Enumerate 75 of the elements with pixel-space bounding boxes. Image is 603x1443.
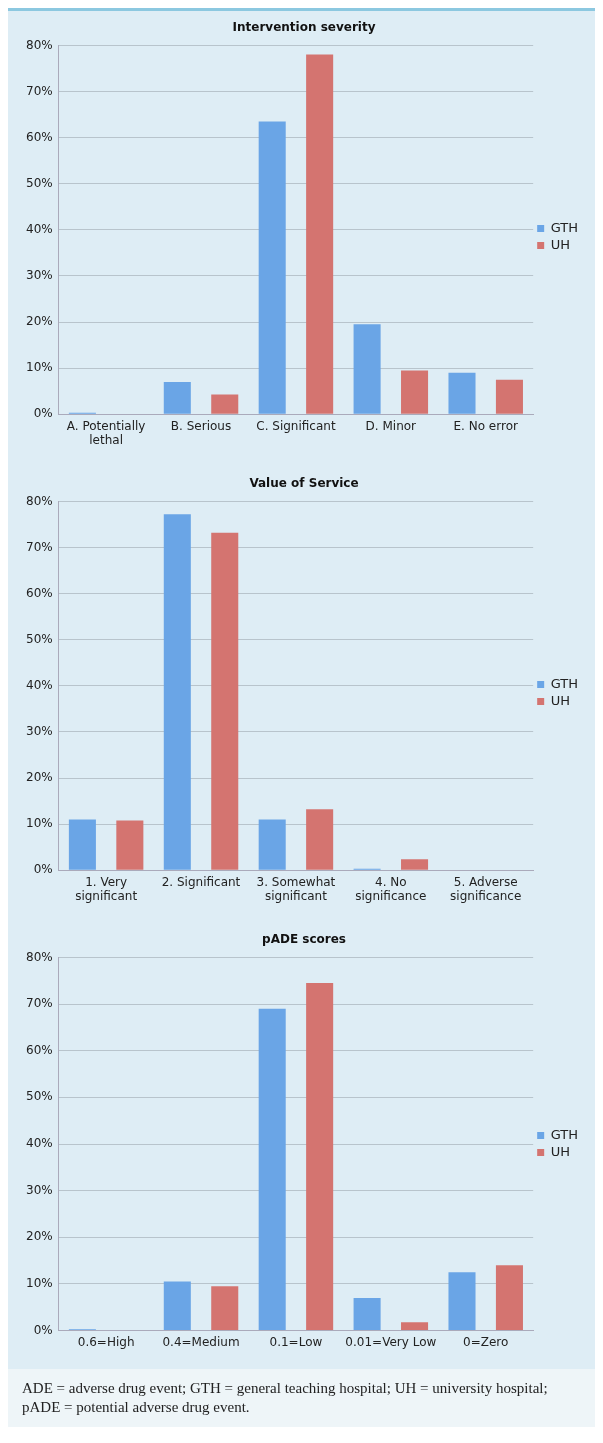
bar: [116, 820, 144, 870]
x-tick-label: 0.1=Low: [269, 1334, 323, 1349]
x-tick-label: C. Significant: [256, 418, 336, 433]
y-tick-label: 80%: [26, 37, 53, 52]
legend-label: GTH: [550, 1126, 578, 1142]
bar: [401, 859, 429, 870]
bar: [211, 532, 239, 870]
y-tick-label: 60%: [26, 1042, 53, 1057]
y-tick-label: 80%: [26, 493, 53, 508]
x-tick-label: 5. Adverse significance: [450, 874, 522, 903]
x-tick-label: 0.01=Very Low: [345, 1334, 437, 1349]
y-tick-label: 50%: [26, 1089, 53, 1104]
y-tick-label: 20%: [26, 770, 53, 785]
text: ADE = adverse drug event; GTH = general teaching hospital; UH = university hospital; pADE = potential adverse drug event.: [8, 1369, 595, 1427]
bar: [448, 1272, 476, 1331]
legend-label: UH: [550, 692, 570, 708]
y-tick-label: 60%: [26, 585, 53, 600]
y-tick-label: 50%: [26, 175, 53, 190]
bar: [495, 1265, 523, 1331]
x-tick-label: 0=Zero: [463, 1334, 509, 1349]
bar: [211, 1286, 239, 1331]
y-tick-label: 30%: [26, 1182, 53, 1197]
legend-label: GTH: [550, 219, 578, 235]
y-tick-label: 60%: [26, 129, 53, 144]
bar: [163, 381, 191, 414]
legend-label: UH: [550, 236, 570, 252]
y-tick-label: 0%: [33, 406, 53, 421]
bar: [258, 1008, 286, 1331]
y-tick-label: 40%: [26, 677, 53, 692]
bar: [163, 1281, 191, 1331]
y-tick-label: 0%: [33, 1322, 53, 1337]
x-tick-label: 0.4=Medium: [162, 1334, 240, 1349]
bar: [306, 809, 334, 870]
bar: [495, 379, 523, 414]
x-tick-label: 2. Significant: [161, 874, 241, 889]
y-tick-label: 80%: [26, 949, 53, 964]
bar: [68, 819, 96, 870]
bar: [401, 370, 429, 414]
y-tick-label: 30%: [26, 268, 53, 283]
bar: [401, 1322, 429, 1331]
bar: [448, 372, 476, 414]
chart-title: pADE scores: [262, 932, 346, 947]
y-tick-label: 40%: [26, 221, 53, 236]
bar: [353, 1297, 381, 1331]
y-tick-label: 20%: [26, 1229, 53, 1244]
y-tick-label: 70%: [26, 539, 53, 554]
y-tick-label: 10%: [26, 816, 53, 831]
y-tick-label: 0%: [33, 862, 53, 877]
y-tick-label: 40%: [26, 1136, 53, 1151]
bar: [163, 514, 191, 870]
x-tick-label: 1. Very significant: [75, 874, 138, 903]
bar: [306, 54, 334, 414]
legend-label: GTH: [550, 675, 578, 691]
bar: [258, 819, 286, 870]
y-tick-label: 50%: [26, 631, 53, 646]
y-tick-label: 30%: [26, 724, 53, 739]
x-tick-label: 3. Somewhat significant: [256, 874, 336, 903]
y-tick-label: 10%: [26, 1276, 53, 1291]
chart-title: Intervention severity: [232, 20, 376, 35]
x-tick-label: 0.6=High: [77, 1334, 135, 1349]
y-tick-label: 70%: [26, 83, 53, 98]
y-tick-label: 20%: [26, 314, 53, 329]
x-tick-label: D. Minor: [365, 418, 417, 433]
bar: [258, 121, 286, 414]
x-tick-label: E. No error: [453, 418, 518, 433]
x-tick-label: 4. No significance: [355, 874, 427, 903]
y-tick-label: 70%: [26, 996, 53, 1011]
legend-label: UH: [550, 1143, 570, 1159]
y-tick-label: 10%: [26, 360, 53, 375]
bar: [306, 983, 334, 1331]
chart-title: Value of Service: [249, 476, 359, 491]
bar: [211, 394, 239, 414]
bar: [353, 324, 381, 414]
x-tick-label: B. Serious: [170, 418, 232, 433]
x-tick-label: A. Potentially lethal: [66, 418, 146, 447]
